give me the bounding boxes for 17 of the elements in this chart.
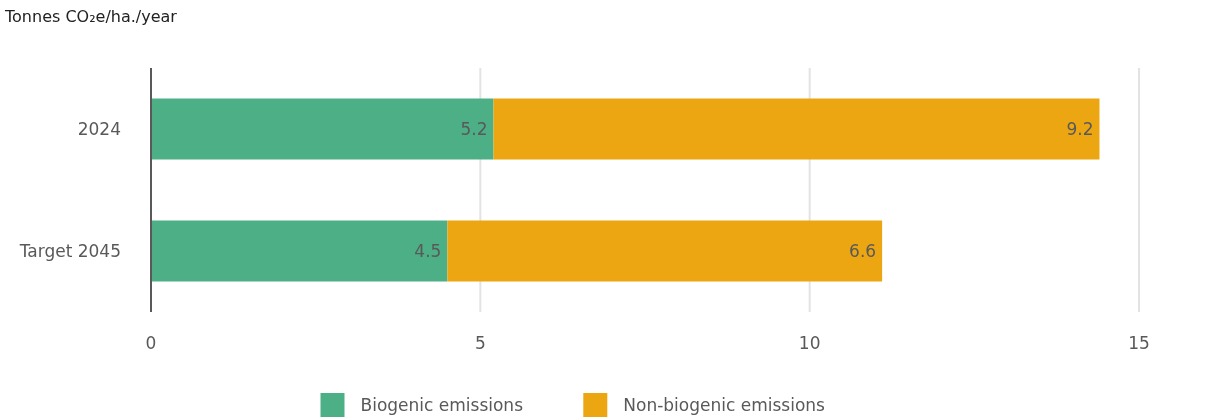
chart-title: Tonnes CO₂e/ha./year: [4, 7, 178, 26]
x-tick-label: 0: [145, 333, 157, 353]
bar: [447, 220, 883, 282]
legend-label: Biogenic emissions: [360, 394, 524, 415]
data-label: 9.2: [1066, 118, 1094, 139]
data-label: 4.5: [414, 240, 442, 261]
data-label: 5.2: [460, 118, 488, 139]
x-tick-label: 10: [798, 333, 821, 353]
bar: [151, 98, 494, 160]
x-tick-label: 5: [474, 333, 486, 353]
y-tick-label: Target 2045: [18, 240, 121, 261]
bar: [493, 98, 1100, 160]
bar: [151, 220, 448, 282]
x-tick-label: 15: [1128, 333, 1150, 353]
data-label: 6.6: [849, 240, 877, 261]
y-tick-label: 2024: [77, 118, 121, 139]
legend-label: Non-biogenic emissions: [623, 394, 826, 415]
